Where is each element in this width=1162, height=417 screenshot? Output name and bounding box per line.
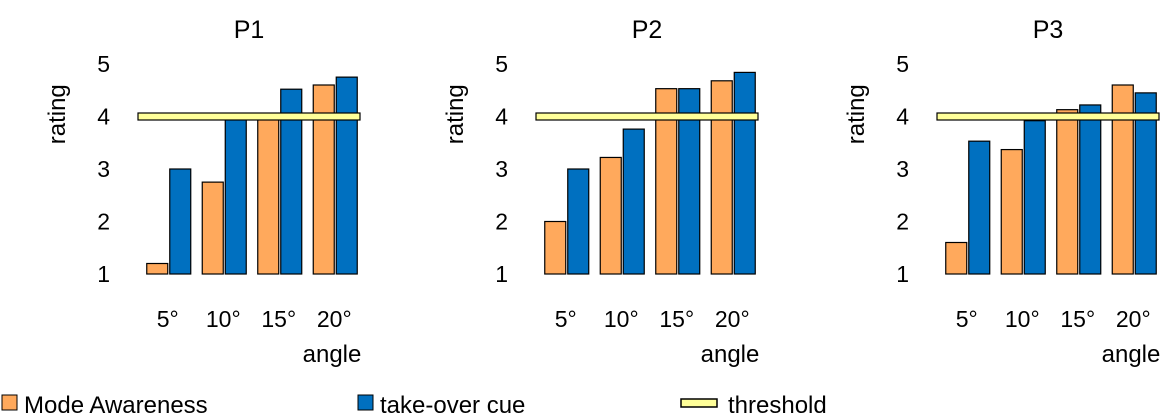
chart-panel-p1: P1 1 2 3 4 5 rating 5° 10° 15° 20° angle (44, 16, 361, 368)
bar-mode-awareness-0 (146, 262, 169, 275)
x-tick-label: 5° (157, 306, 179, 332)
y-tick-label: 5 (495, 51, 508, 77)
x-tick-label: 10° (206, 306, 241, 332)
bar-mode-awareness-2 (655, 88, 678, 275)
y-axis-label: rating (442, 84, 469, 144)
bar-takeover-cue-0 (968, 140, 991, 275)
x-tick-label: 15° (659, 306, 694, 332)
y-tick-label: 4 (896, 104, 909, 130)
bar-mode-awareness-0 (544, 220, 567, 275)
bar-takeover-cue-3 (733, 71, 756, 275)
y-axis-label: rating (843, 84, 870, 144)
bar-mode-awareness-3 (312, 84, 335, 275)
bar-takeover-cue-3 (1134, 92, 1157, 275)
y-tick-label: 2 (495, 209, 508, 235)
x-tick-label: 15° (1060, 306, 1095, 332)
x-axis-label: angle (1102, 341, 1161, 368)
bar-takeover-cue-2 (678, 88, 701, 275)
legend-label: threshold (728, 392, 827, 417)
bar-takeover-cue-1 (224, 118, 247, 275)
chart-panel-p3: P3 1 2 3 4 5 rating 5° 10° 15° 20° angle (843, 16, 1160, 368)
panel-title: P2 (632, 16, 663, 44)
legend-label: Mode Awareness (24, 392, 208, 417)
threshold-line (137, 112, 361, 121)
bar-mode-awareness-2 (257, 118, 280, 275)
bar-takeover-cue-0 (567, 168, 590, 275)
threshold-line (936, 112, 1160, 121)
bar-mode-awareness-1 (599, 156, 622, 275)
y-tick-label: 3 (896, 156, 909, 182)
bar-mode-awareness-0 (945, 241, 968, 275)
y-tick-label: 1 (97, 261, 110, 287)
y-tick-label: 3 (97, 156, 110, 182)
bar-takeover-cue-0 (169, 168, 192, 275)
y-tick-label: 1 (495, 261, 508, 287)
threshold-line (535, 112, 759, 121)
bar-takeover-cue-2 (1079, 104, 1102, 275)
x-tick-label: 10° (1005, 306, 1040, 332)
y-tick-label: 2 (896, 209, 909, 235)
bar-takeover-cue-2 (280, 88, 303, 275)
legend-swatch-0 (1, 394, 18, 411)
legend: Mode Awareness take-over cue threshold (1, 392, 827, 417)
y-tick-label: 3 (495, 156, 508, 182)
legend-swatch-threshold (680, 398, 718, 408)
y-tick-label: 1 (896, 261, 909, 287)
x-tick-label: 5° (956, 306, 978, 332)
bar-mode-awareness-2 (1056, 109, 1079, 275)
bar-mode-awareness-1 (201, 181, 224, 275)
panel-title: P1 (234, 16, 265, 44)
x-tick-label: 15° (261, 306, 296, 332)
bar-takeover-cue-3 (335, 76, 358, 275)
y-axis-label: rating (44, 84, 71, 144)
x-tick-label: 20° (1116, 306, 1151, 332)
y-tick-label: 4 (495, 104, 508, 130)
bar-mode-awareness-3 (710, 80, 733, 275)
bar-takeover-cue-1 (622, 128, 645, 275)
chart-panel-p2: P2 1 2 3 4 5 rating 5° 10° 15° 20° angle (442, 16, 759, 368)
bar-takeover-cue-1 (1023, 120, 1046, 275)
bar-mode-awareness-1 (1000, 148, 1023, 275)
y-tick-label: 2 (97, 209, 110, 235)
y-tick-label: 5 (97, 51, 110, 77)
y-tick-label: 5 (896, 51, 909, 77)
bar-mode-awareness-3 (1111, 84, 1134, 275)
x-tick-label: 10° (604, 306, 639, 332)
x-tick-label: 5° (555, 306, 577, 332)
x-axis-label: angle (701, 341, 760, 368)
y-tick-label: 4 (97, 104, 110, 130)
x-axis-label: angle (303, 341, 362, 368)
legend-swatch-1 (357, 394, 374, 411)
panel-title: P3 (1033, 16, 1064, 44)
legend-label: take-over cue (380, 392, 525, 417)
x-tick-label: 20° (715, 306, 750, 332)
x-tick-label: 20° (317, 306, 352, 332)
